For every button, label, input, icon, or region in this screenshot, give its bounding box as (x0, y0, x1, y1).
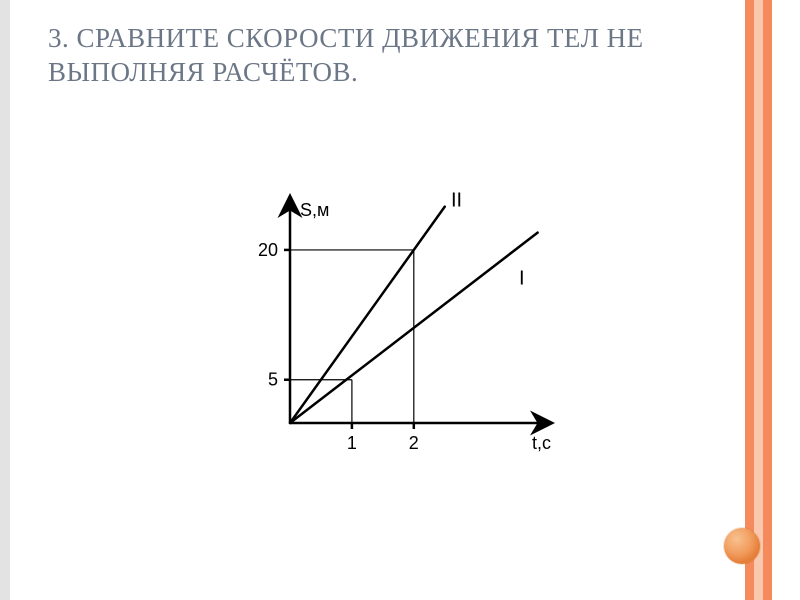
stripe-3 (763, 0, 772, 600)
chart-container: 12520t,cS,мIII (230, 188, 560, 478)
svg-text:t,c: t,c (532, 433, 551, 453)
stripe-2 (754, 0, 763, 600)
slide: 3. СРАВНИТЕ СКОРОСТИ ДВИЖЕНИЯ ТЕЛ НЕ ВЫП… (0, 0, 800, 600)
left-border (0, 0, 10, 600)
svg-text:1: 1 (347, 433, 357, 453)
svg-text:I: I (519, 268, 525, 290)
svg-text:5: 5 (268, 370, 278, 390)
bullet-decor (724, 528, 760, 564)
svg-text:20: 20 (258, 240, 278, 260)
svg-text:2: 2 (409, 433, 419, 453)
slide-title: 3. СРАВНИТЕ СКОРОСТИ ДВИЖЕНИЯ ТЕЛ НЕ ВЫП… (48, 22, 700, 90)
svg-text:S,м: S,м (300, 200, 329, 220)
svg-text:II: II (451, 190, 462, 212)
decor-stripes (745, 0, 772, 600)
chart-svg: 12520t,cS,мIII (230, 188, 560, 478)
stripe-1 (745, 0, 754, 600)
